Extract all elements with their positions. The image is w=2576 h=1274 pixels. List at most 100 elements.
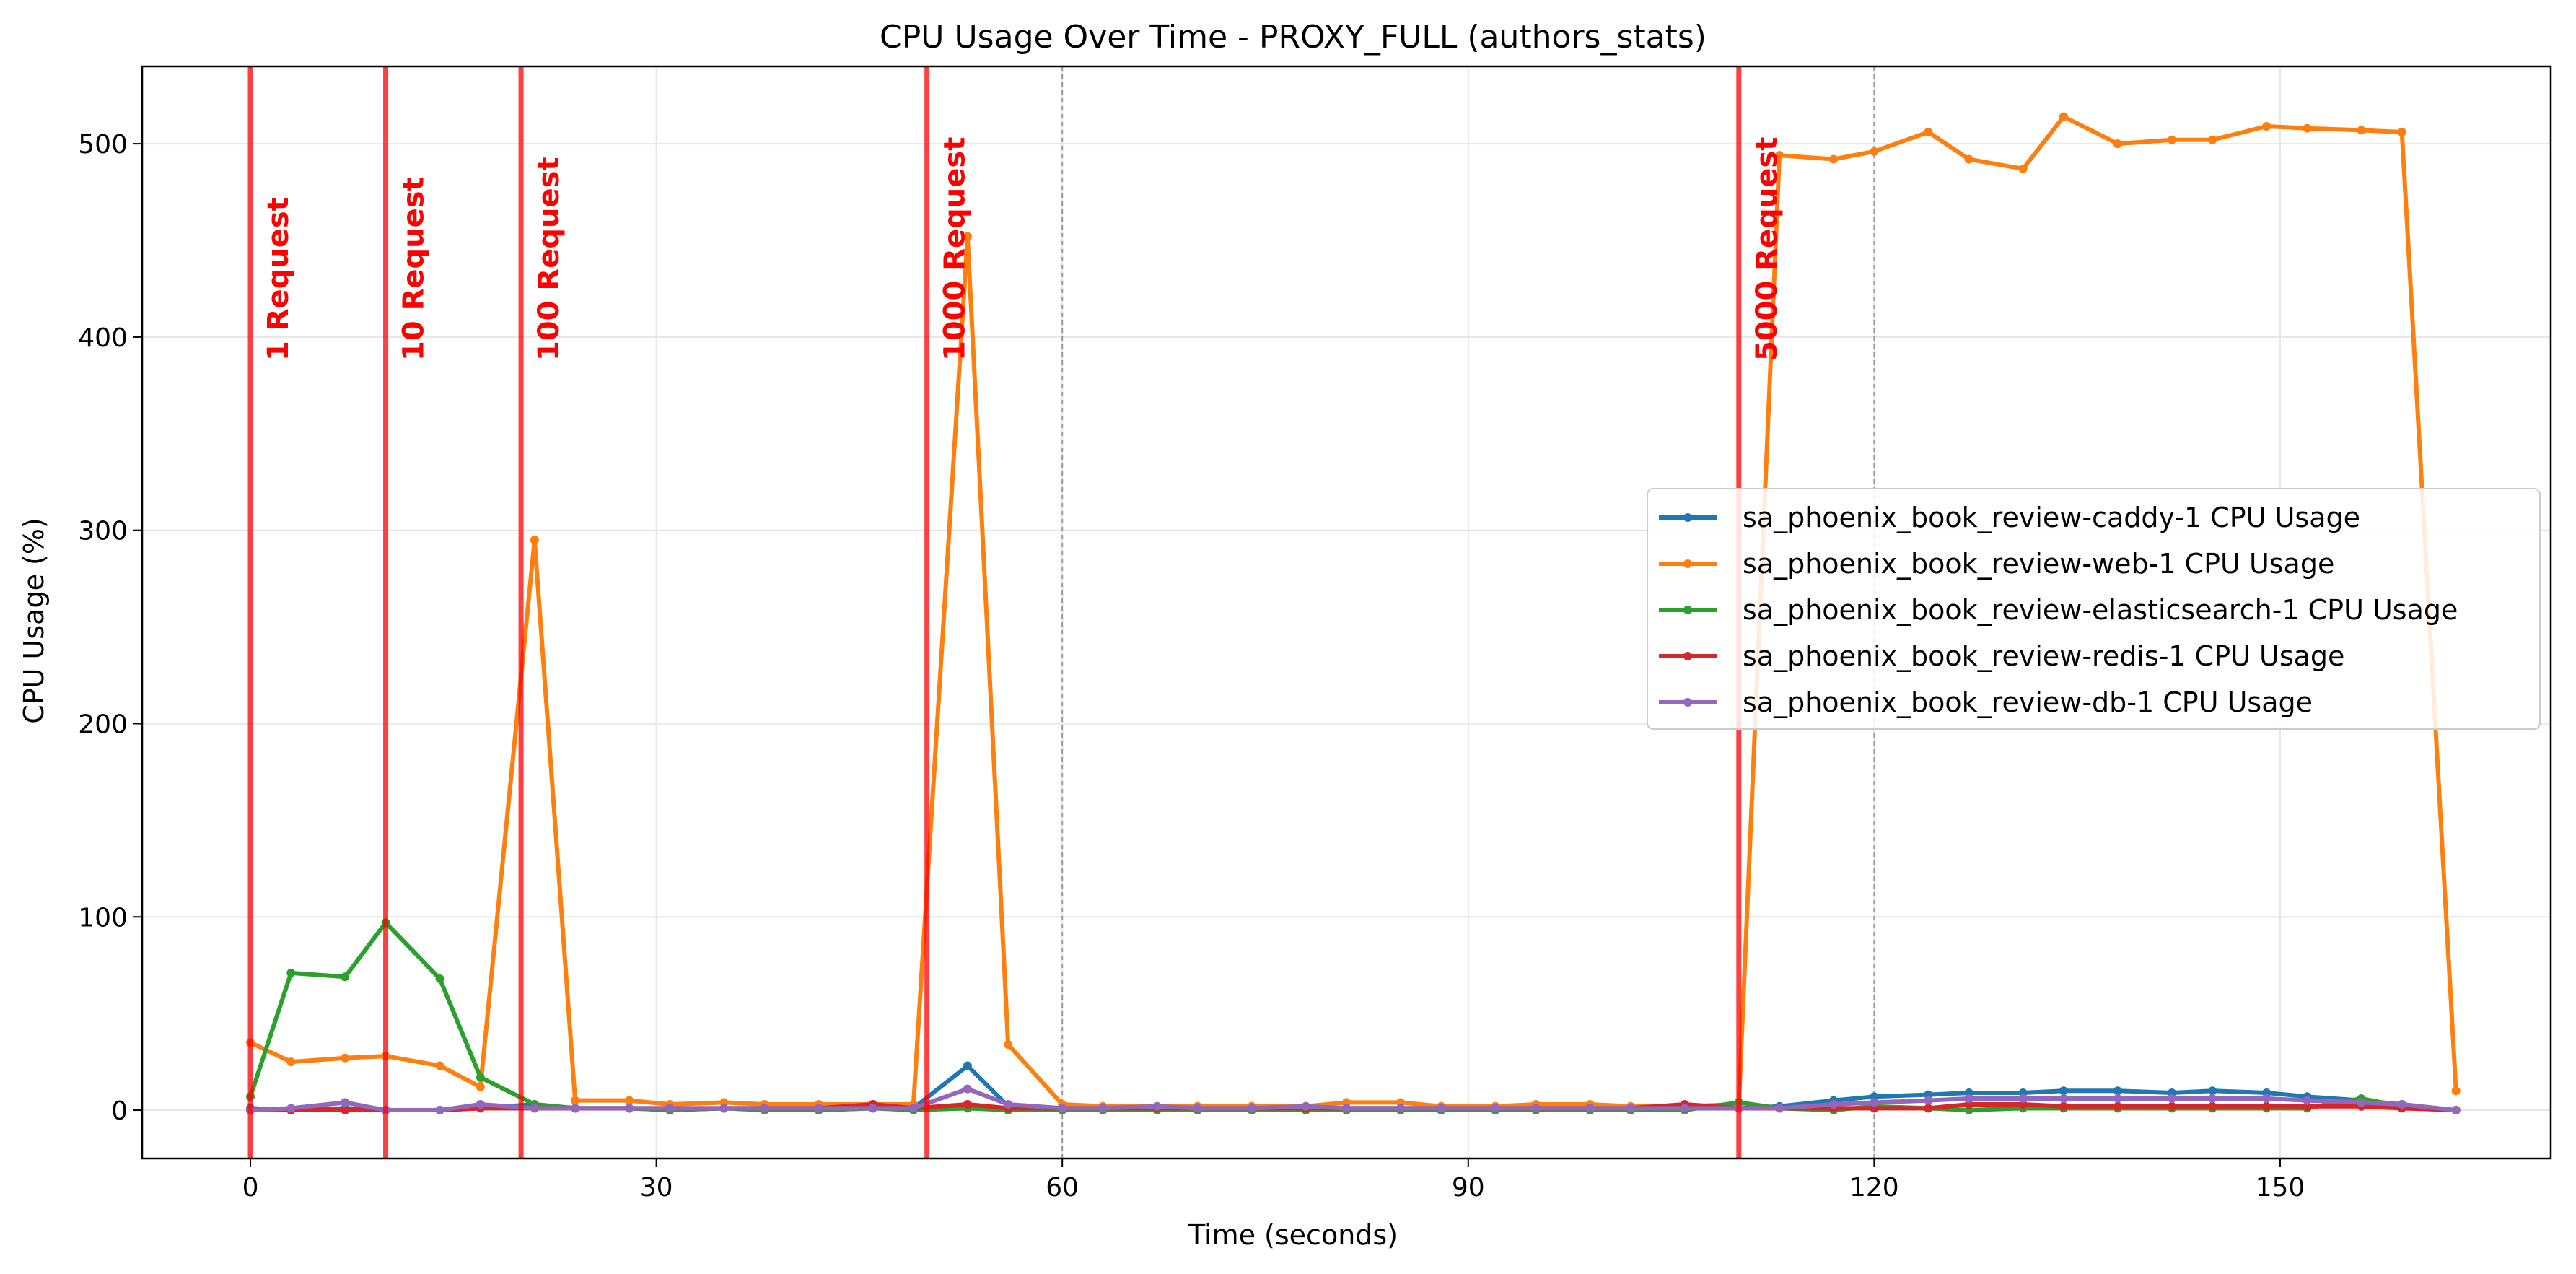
data-point (2167, 1101, 2176, 1111)
data-point (2167, 135, 2176, 144)
data-point (1152, 1101, 1162, 1111)
data-point (1004, 1100, 1013, 1109)
data-point (1775, 1104, 1784, 1113)
data-point (814, 1104, 823, 1113)
data-point (1058, 1104, 1067, 1113)
data-point (2451, 1106, 2461, 1115)
data-point (719, 1104, 729, 1113)
x-tick-label: 90 (1452, 1173, 1485, 1203)
data-point (2059, 1094, 2068, 1103)
data-point (2262, 1101, 2271, 1111)
data-point (286, 968, 296, 977)
data-point (476, 1100, 485, 1109)
x-tick-label: 120 (1849, 1173, 1899, 1203)
legend-swatch-marker (1683, 513, 1692, 522)
data-point (2303, 123, 2312, 133)
x-tick-label: 30 (640, 1173, 673, 1203)
data-point (2208, 1086, 2217, 1096)
request-marker-label: 10 Request (398, 177, 431, 361)
data-point (2059, 1101, 2068, 1111)
legend-swatch-marker (1683, 559, 1692, 568)
data-point (625, 1104, 634, 1113)
data-point (341, 1098, 350, 1107)
data-point (1491, 1104, 1500, 1113)
data-point (1964, 154, 1973, 164)
data-point (963, 232, 972, 241)
data-point (2113, 139, 2122, 149)
request-marker-label: 1000 Request (939, 137, 972, 361)
data-point (1829, 154, 1839, 164)
data-point (1301, 1101, 1310, 1111)
y-tick-label: 200 (78, 710, 128, 739)
data-point (1680, 1104, 1689, 1113)
data-point (476, 1082, 485, 1091)
data-point (435, 974, 444, 983)
data-point (665, 1104, 675, 1113)
data-point (1924, 1104, 1933, 1113)
x-tick-label: 150 (2256, 1173, 2305, 1203)
data-point (286, 1104, 296, 1113)
data-point (1924, 128, 1933, 137)
data-point (1870, 147, 1879, 156)
y-tick-label: 100 (78, 903, 128, 933)
data-point (1247, 1104, 1256, 1113)
plot-area: 0 30 60 90 120 150 0 100 200 300 400 500 1 Request 10… (78, 65, 2552, 1203)
legend-swatch-marker (1683, 652, 1692, 660)
y-tick-label: 400 (78, 323, 128, 353)
data-point (908, 1104, 918, 1113)
x-tick-label: 0 (242, 1173, 259, 1203)
data-point (435, 1106, 444, 1115)
legend-swatch-marker (1683, 698, 1692, 707)
data-point (868, 1104, 877, 1113)
legend-entry-label: sa_phoenix_book_review-redis-1 CPU Usage (1743, 640, 2344, 672)
data-point (1829, 1100, 1839, 1109)
data-point (1437, 1104, 1446, 1113)
data-point (1924, 1096, 1933, 1105)
data-point (435, 1061, 444, 1070)
data-point (1342, 1104, 1351, 1113)
data-point (2018, 1094, 2028, 1103)
data-point (2167, 1094, 2176, 1103)
legend-swatch-marker (1683, 606, 1692, 614)
x-tick-label: 60 (1046, 1173, 1079, 1203)
legend-entry-label: sa_phoenix_book_review-db-1 CPU Usage (1743, 686, 2313, 718)
data-point (963, 1084, 972, 1094)
request-marker-label: 100 Request (533, 157, 566, 361)
y-tick-label: 300 (78, 517, 128, 546)
chart-title: CPU Usage Over Time - PROXY_FULL (author… (880, 19, 1707, 56)
data-point (2113, 1101, 2122, 1111)
data-point (963, 1061, 972, 1070)
plot-frame (141, 65, 2552, 1160)
x-axis-label: Time (seconds) (1188, 1219, 1398, 1251)
data-point (286, 1057, 296, 1067)
data-point (341, 972, 350, 982)
data-point (571, 1104, 580, 1113)
data-point (2451, 1086, 2461, 1096)
legend-entry-label: sa_phoenix_book_review-web-1 CPU Usage (1743, 548, 2334, 580)
data-point (1531, 1104, 1541, 1113)
data-point (625, 1096, 634, 1105)
data-point (476, 1073, 485, 1082)
y-axis-label: CPU Usage (%) (18, 518, 50, 724)
data-point (1193, 1104, 1202, 1113)
data-point (2059, 1086, 2068, 1096)
data-point (341, 1106, 350, 1115)
y-tick-label: 500 (78, 130, 128, 160)
data-point (2018, 164, 2028, 173)
data-point (2113, 1094, 2122, 1103)
y-tick-label: 0 (111, 1096, 128, 1126)
data-point (2113, 1086, 2122, 1096)
data-point (2357, 1098, 2366, 1107)
data-point (1004, 1040, 1013, 1050)
data-point (2397, 128, 2406, 137)
legend-entry-label: sa_phoenix_book_review-caddy-1 CPU Usage (1743, 502, 2360, 533)
data-point (2059, 112, 2068, 121)
data-point (963, 1100, 972, 1109)
data-point (2208, 1094, 2217, 1103)
data-point (2262, 122, 2271, 131)
legend-box (1647, 488, 2541, 730)
data-point (530, 536, 539, 545)
data-point (2262, 1094, 2271, 1103)
data-point (341, 1053, 350, 1063)
